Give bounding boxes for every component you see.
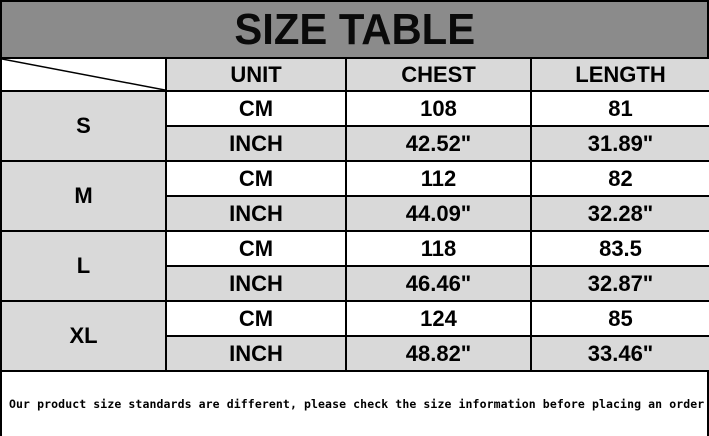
unit-cell: INCH (165, 335, 347, 372)
size-table: UNIT CHEST LENGTH S CM 108 81 INCH 42.52… (0, 57, 709, 372)
unit-cell: INCH (165, 195, 347, 232)
header-length: LENGTH (530, 57, 709, 92)
chest-value: 48.82" (345, 335, 532, 372)
table-row-xl-inch: INCH 48.82" 33.46" (1, 335, 709, 372)
chest-value: 108 (345, 90, 532, 127)
note-bar: Our product size standards are different… (0, 372, 709, 436)
chest-value: 118 (345, 230, 532, 267)
unit-cell: CM (165, 160, 347, 197)
size-label-m: M (0, 160, 167, 232)
size-label-s: S (0, 90, 167, 162)
table-row-xl-cm: XL CM 124 85 (0, 300, 709, 372)
chest-value: 44.09" (345, 195, 532, 232)
header-chest: CHEST (345, 57, 532, 92)
corner-cell (0, 57, 167, 92)
length-value: 33.46" (530, 335, 709, 372)
unit-cell: INCH (165, 265, 347, 302)
unit-cell: CM (165, 90, 347, 127)
table-row-s-cm: S CM 108 81 (0, 90, 709, 162)
chest-value: 112 (345, 160, 532, 197)
page-title: SIZE TABLE (234, 4, 475, 54)
length-value: 85 (530, 300, 709, 337)
header-row: UNIT CHEST LENGTH (0, 57, 709, 92)
table-row-s-inch: INCH 42.52" 31.89" (1, 125, 709, 162)
size-label-l: L (0, 230, 167, 302)
length-value: 31.89" (530, 125, 709, 162)
table-row-l-inch: INCH 46.46" 32.87" (1, 265, 709, 302)
table-row-l-cm: L CM 118 83.5 (0, 230, 709, 302)
size-label-xl: XL (0, 300, 167, 372)
length-value: 81 (530, 90, 709, 127)
length-value: 32.87" (530, 265, 709, 302)
diagonal-line-icon (2, 59, 165, 90)
unit-cell: CM (165, 230, 347, 267)
table-row-m-cm: M CM 112 82 (0, 160, 709, 232)
unit-cell: CM (165, 300, 347, 337)
length-value: 32.28" (530, 195, 709, 232)
table-row-m-inch: INCH 44.09" 32.28" (1, 195, 709, 232)
chest-value: 42.52" (345, 125, 532, 162)
chest-value: 46.46" (345, 265, 532, 302)
unit-cell: INCH (165, 125, 347, 162)
title-band: SIZE TABLE (0, 0, 709, 57)
length-value: 83.5 (530, 230, 709, 267)
note-text: Our product size standards are different… (9, 397, 705, 411)
header-unit: UNIT (165, 57, 347, 92)
length-value: 82 (530, 160, 709, 197)
chest-value: 124 (345, 300, 532, 337)
